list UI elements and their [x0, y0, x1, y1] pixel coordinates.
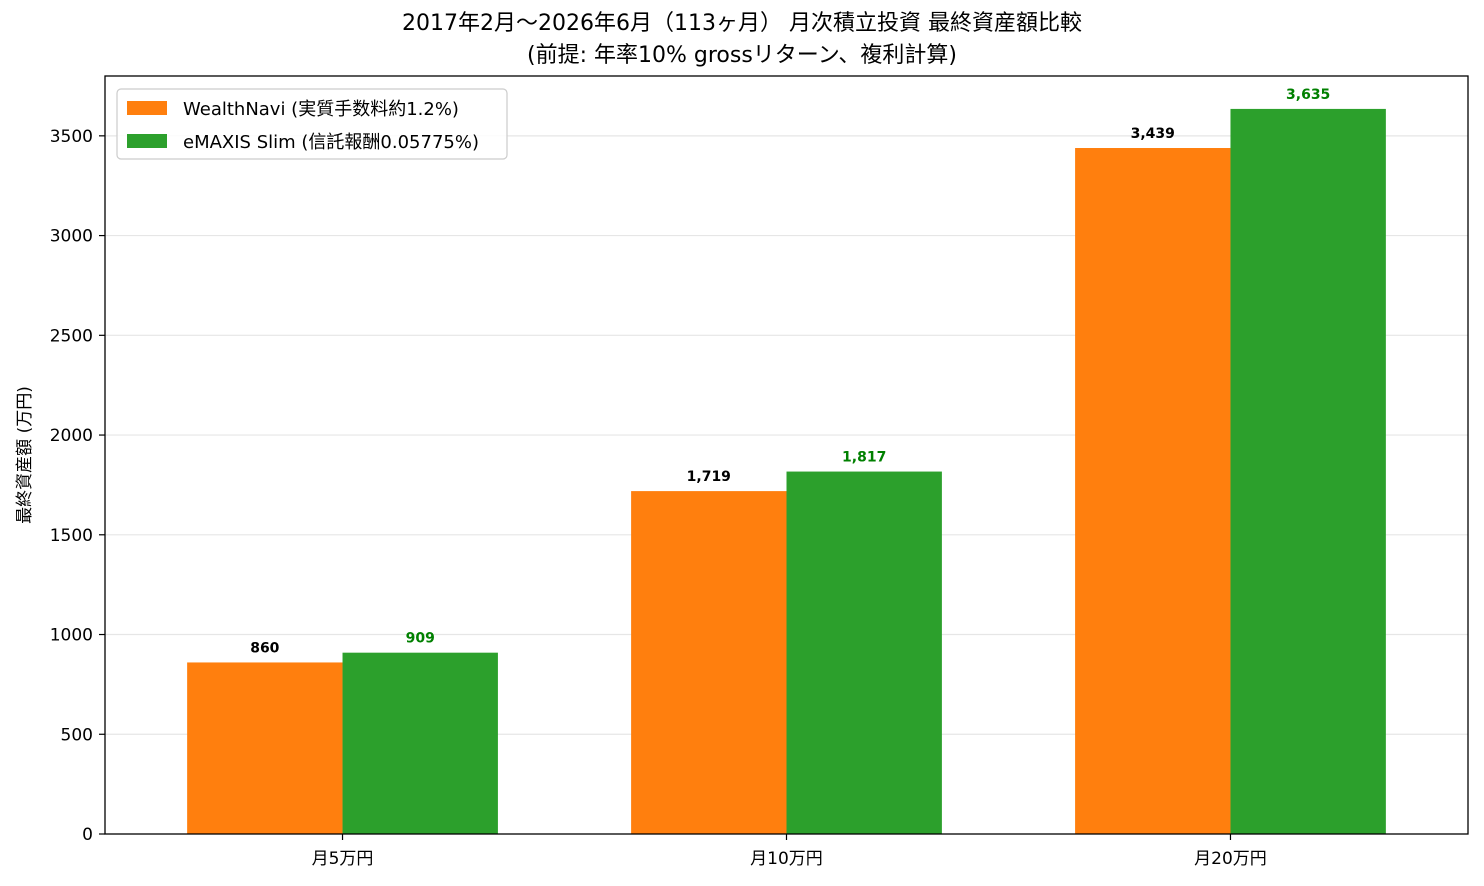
- chart-title: 2017年2月〜2026年6月（113ヶ月） 月次積立投資 最終資産額比較: [402, 11, 1082, 36]
- bar-1-0: [631, 491, 787, 834]
- legend-swatch-0: [127, 101, 167, 115]
- y-tick-label-5: 2500: [50, 326, 93, 346]
- bar-value-label-1-1: 1,817: [842, 450, 886, 466]
- y-axis-label: 最終資産額 (万円): [15, 386, 35, 524]
- y-tick-label-3: 1500: [50, 526, 93, 546]
- bar-value-label-0-0: 860: [250, 640, 279, 656]
- bar-0-1: [342, 652, 498, 834]
- y-tick-label-4: 2000: [50, 426, 93, 446]
- bar-2-0: [1075, 148, 1231, 834]
- y-tick-label-7: 3500: [50, 127, 93, 147]
- legend-label-0: WealthNavi (実質手数料約1.2%): [183, 99, 459, 120]
- bar-value-label-2-0: 3,439: [1131, 126, 1175, 142]
- y-tick-label-0: 0: [82, 825, 93, 845]
- bar-0-0: [187, 662, 343, 834]
- x-tick-label-1: 月10万円: [750, 849, 823, 869]
- chart-subtitle: (前提: 年率10% grossリターン、複利計算): [527, 43, 957, 68]
- plot-frame: [104, 75, 1469, 835]
- bar-1-1: [786, 471, 942, 834]
- y-tick-label-2: 1000: [50, 626, 93, 646]
- bar-value-label-1-0: 1,719: [687, 469, 731, 485]
- bar-2-1: [1230, 108, 1386, 835]
- y-tick-label-6: 3000: [50, 227, 93, 247]
- legend-label-1: eMAXIS Slim (信託報酬0.05775%): [183, 132, 479, 153]
- x-tick-label-2: 月20万円: [1194, 849, 1267, 869]
- bar-value-label-0-1: 909: [406, 631, 435, 647]
- y-tick-label-1: 500: [61, 725, 93, 745]
- legend-box: [116, 88, 508, 160]
- bar-value-label-2-1: 3,635: [1286, 87, 1330, 103]
- legend-swatch-1: [127, 134, 167, 148]
- x-tick-label-0: 月5万円: [312, 849, 374, 869]
